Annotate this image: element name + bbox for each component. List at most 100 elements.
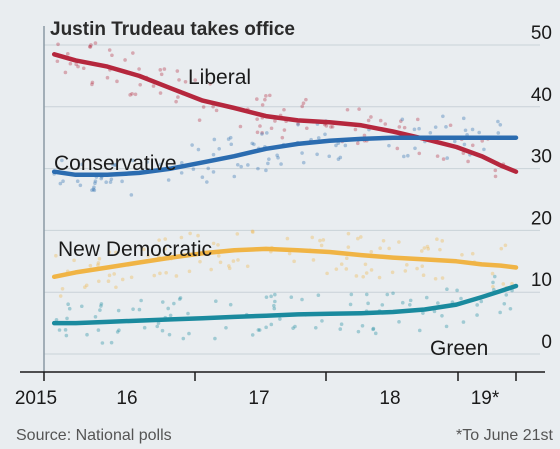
poll-dot	[479, 299, 484, 304]
poll-dot	[115, 330, 120, 334]
poll-dot	[96, 279, 101, 284]
poll-dot	[400, 300, 405, 305]
poll-dot	[108, 180, 113, 184]
poll-dot	[99, 176, 104, 181]
poll-dot	[421, 273, 426, 278]
poll-dot	[235, 232, 240, 236]
y-tick-label-50: 50	[531, 23, 552, 44]
poll-dot	[152, 273, 157, 278]
poll-dot	[438, 247, 442, 252]
poll-dot	[444, 324, 449, 329]
poll-dot	[357, 107, 361, 111]
poll-dot	[146, 254, 151, 258]
poll-dot	[510, 281, 514, 286]
annotation-title: Justin Trudeau takes office	[50, 19, 295, 40]
poll-dot	[461, 320, 466, 324]
poll-dot	[300, 104, 305, 109]
poll-dot	[493, 168, 498, 173]
poll-dot	[110, 53, 114, 58]
x-tick-label-18: 18	[379, 388, 400, 409]
poll-dot	[371, 327, 375, 332]
poll-dot	[107, 273, 112, 278]
poll-dot	[123, 58, 127, 62]
x-tick-label-16: 16	[116, 388, 137, 409]
poll-dot	[231, 259, 236, 263]
poll-dot	[227, 266, 232, 271]
poll-dot	[402, 154, 406, 159]
poll-dot	[226, 137, 231, 141]
poll-dot	[246, 163, 250, 167]
poll-dot	[480, 139, 485, 143]
poll-dot	[239, 164, 243, 169]
poll-dot	[441, 157, 446, 161]
poll-dot	[282, 128, 287, 132]
poll-dot	[175, 69, 180, 73]
poll-dot	[97, 256, 102, 261]
poll-dot	[318, 238, 322, 243]
poll-dot	[300, 151, 304, 155]
poll-dot	[503, 243, 508, 248]
poll-dot	[395, 146, 400, 151]
poll-dot	[441, 114, 445, 119]
poll-dot	[54, 317, 59, 322]
poll-dot	[187, 269, 192, 274]
poll-dot	[217, 254, 221, 258]
poll-dot	[256, 166, 260, 171]
poll-dot	[120, 179, 124, 184]
poll-dot	[131, 51, 135, 55]
poll-dot	[319, 243, 324, 248]
poll-dot	[213, 336, 217, 341]
poll-dot	[282, 107, 286, 112]
y-axis: 0 10 20 30 40 50	[531, 23, 552, 353]
poll-dot	[477, 130, 481, 135]
poll-dot	[224, 325, 228, 330]
poll-dot	[158, 68, 163, 72]
poll-dot	[343, 143, 348, 148]
poll-dot	[491, 280, 495, 285]
poll-dot	[57, 328, 62, 332]
poll-dot	[433, 276, 438, 281]
poll-dot	[142, 247, 146, 252]
poll-dot	[137, 67, 141, 71]
poll-dot	[100, 341, 105, 345]
poll-dot	[338, 327, 343, 331]
poll-dot	[179, 235, 184, 240]
poll-dot	[305, 126, 309, 131]
poll-dot	[130, 158, 135, 163]
poll-dot	[104, 180, 108, 185]
poll-dot	[378, 118, 383, 123]
gridlines	[44, 44, 540, 355]
poll-dot	[163, 247, 167, 251]
poll-dot	[324, 124, 329, 128]
poll-dot	[260, 131, 264, 135]
series-lines	[51, 52, 519, 326]
poll-dot	[412, 127, 417, 132]
poll-dot	[381, 238, 386, 243]
poll-dot	[269, 126, 274, 131]
poll-dot	[85, 332, 89, 337]
poll-dot	[205, 180, 209, 184]
poll-dot	[133, 92, 138, 97]
poll-dot	[172, 301, 176, 306]
poll-dot	[206, 166, 211, 171]
poll-dot	[364, 271, 369, 275]
poll-dot	[201, 105, 206, 109]
poll-dot	[417, 328, 422, 333]
poll-dot	[138, 82, 143, 87]
poll-dot	[417, 151, 422, 156]
poll-dot	[56, 42, 60, 47]
poll-dot	[301, 160, 306, 165]
poll-dot	[109, 340, 114, 345]
series-label-liberal: Liberal	[188, 66, 251, 89]
poll-dot	[313, 326, 318, 330]
poll-dot	[440, 313, 444, 318]
poll-dot	[361, 274, 365, 279]
poll-dot	[291, 326, 295, 330]
poll-dot	[440, 276, 445, 280]
poll-dot	[354, 274, 359, 278]
poll-dot	[452, 139, 457, 144]
poll-dot	[296, 122, 300, 127]
poll-dot	[502, 301, 507, 306]
poll-dot	[58, 181, 63, 186]
